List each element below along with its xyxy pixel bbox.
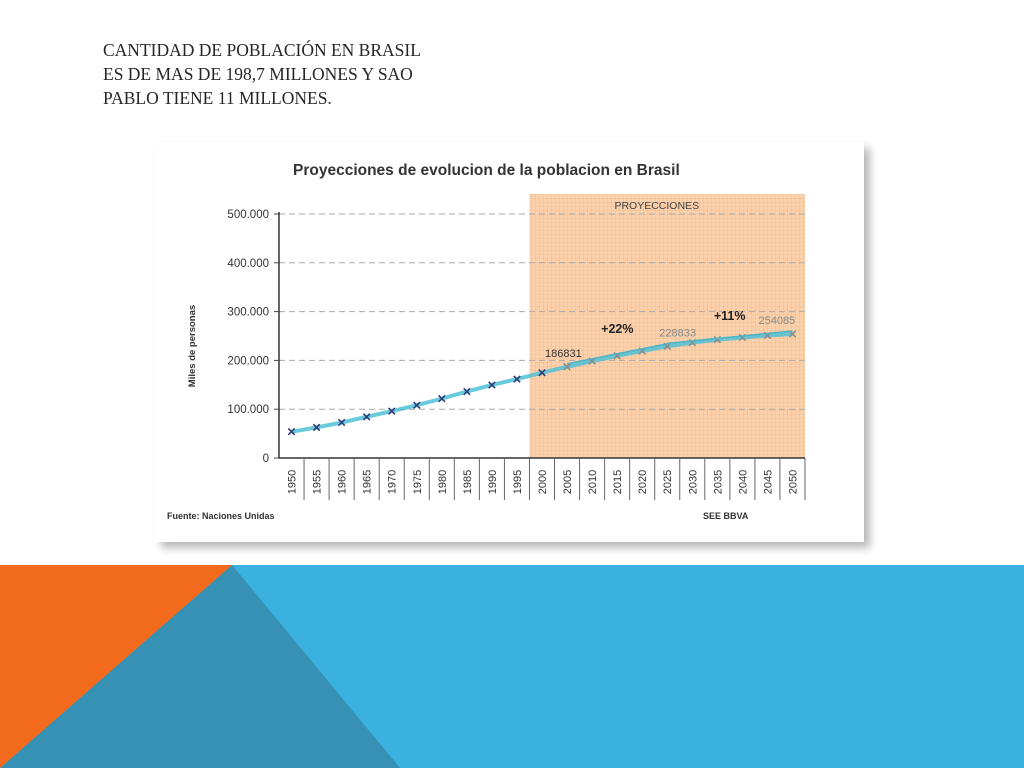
population-series <box>287 330 797 436</box>
value-label: 186831 <box>545 348 582 360</box>
marker-stroke <box>538 368 546 377</box>
marker-stroke <box>563 363 571 371</box>
marker-stroke <box>362 413 371 421</box>
x-tick-label: 2000 <box>537 470 549 494</box>
chart-title: Proyecciones de evolucion de la poblacio… <box>293 162 680 179</box>
x-tick-label: 2025 <box>662 470 674 494</box>
x-tick-label: 1980 <box>437 470 449 494</box>
source-note: Fuente: Naciones Unidas <box>167 511 275 521</box>
marker-stroke <box>463 387 471 396</box>
x-tick-label: 2005 <box>562 470 574 494</box>
axes: 0 100.000 200.000 300.000 400.000 500.000 1950… <box>227 209 806 500</box>
x-tick-label: 2040 <box>737 470 749 494</box>
x-tick-label: 1970 <box>387 470 399 494</box>
y-tick-label: 0 <box>263 453 269 465</box>
projection-label: PROYECCIONES <box>614 200 699 212</box>
marker-stroke <box>513 375 521 383</box>
x-tick-label: 1995 <box>512 470 524 494</box>
x-tick-label: 2015 <box>612 470 624 494</box>
value-label: 254085 <box>758 315 795 327</box>
x-tick-label: 1975 <box>412 470 424 494</box>
growth-annotation: +22% <box>566 322 668 365</box>
marker-stroke <box>312 423 321 432</box>
data-point <box>563 363 571 371</box>
data-point <box>362 413 371 421</box>
marker-stroke <box>337 418 346 427</box>
data-point <box>287 427 296 436</box>
data-point <box>312 423 321 432</box>
dark-blue-triangle <box>0 565 400 768</box>
annotations: 186831 228833 254085 +22% +11% <box>545 309 795 365</box>
trend-line <box>667 330 793 345</box>
marker-stroke <box>387 407 396 415</box>
data-point <box>337 418 346 427</box>
x-tick-label: 2035 <box>712 470 724 494</box>
marker-stroke <box>663 342 672 351</box>
data-point <box>463 387 471 396</box>
marker-stroke <box>412 401 421 410</box>
growth-label: +11% <box>714 309 746 323</box>
data-point <box>387 407 396 415</box>
grid-lines <box>279 213 805 410</box>
marker-stroke <box>488 381 496 389</box>
marker-stroke <box>438 394 446 403</box>
data-point <box>538 368 546 377</box>
y-tick-label: 500.000 <box>227 209 269 221</box>
x-tick-label: 1985 <box>462 470 474 494</box>
x-tick-label: 2045 <box>762 470 774 494</box>
y-tick-label: 200.000 <box>227 355 269 367</box>
y-tick-label: 100.000 <box>227 404 269 416</box>
marker-stroke <box>788 330 797 338</box>
data-point <box>488 381 496 389</box>
y-tick-label: 400.000 <box>227 258 269 270</box>
x-tick-label: 1965 <box>362 470 374 494</box>
y-axis-label: Miles de personas <box>187 305 198 387</box>
projection-region <box>529 194 805 458</box>
chart-image-card: PROYECCIONES Proyecciones de evolucion d… <box>155 142 864 542</box>
x-tick-label: 1950 <box>287 470 299 494</box>
data-point <box>412 401 421 410</box>
data-point <box>513 375 521 383</box>
slide-title: CANTIDAD DE POBLACIÓN EN BRASIL ES DE MA… <box>103 40 421 108</box>
marker-stroke <box>287 427 296 436</box>
value-label: 228833 <box>659 327 696 339</box>
credit-note: SEE BBVA <box>703 511 749 521</box>
x-tick-label: 2050 <box>787 470 799 494</box>
footer-decoration <box>0 565 1024 768</box>
x-tick-label: 2030 <box>687 470 699 494</box>
data-point <box>438 394 446 403</box>
x-tick-label: 1990 <box>487 470 499 494</box>
growth-annotation: +11% <box>667 309 793 345</box>
population-chart: PROYECCIONES Proyecciones de evolucion d… <box>167 162 806 521</box>
x-tick-label: 1960 <box>337 470 349 494</box>
y-tick-label: 300.000 <box>227 307 269 319</box>
orange-triangle <box>0 565 232 768</box>
growth-label: +22% <box>601 322 633 336</box>
x-tick-label: 1955 <box>312 470 324 494</box>
trend-line <box>566 343 668 365</box>
x-tick-label: 2020 <box>637 470 649 494</box>
x-tick-label: 2010 <box>587 470 599 494</box>
